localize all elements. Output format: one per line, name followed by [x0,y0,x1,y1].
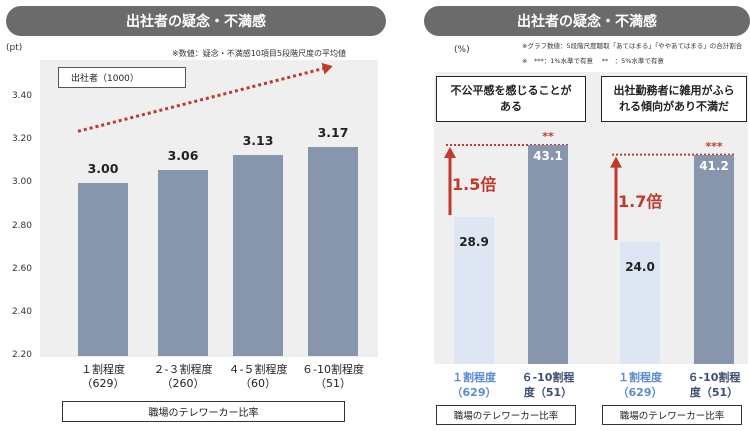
left-trend-arrow [77,62,333,133]
significance-marker: *** [705,139,723,153]
category-label: １割程度 （629） [58,363,148,391]
category-label: ２-３割程度 （260） [138,363,228,391]
left-chart-panel: 出社者の疑念・不満感 (pt) ※数値：疑念・不満感10項目5段階尺度の平均値 … [6,6,386,422]
bar-dark [694,154,734,364]
bar-value-label: 24.0 [625,260,655,275]
left-note: ※数値：疑念・不満感10項目5段階尺度の平均値 [172,49,346,58]
category-line-1: ６-10割程度 [302,363,364,376]
right-chart-header: 出社者の疑念・不満感 [424,6,750,36]
left-unit-label: (pt) [6,43,23,53]
bar-light [620,242,660,364]
bar-light [454,217,494,364]
left-xaxis-label: 職場のテレワーカー比率 [62,401,345,422]
multiplier-label: 1.7倍 [618,192,663,212]
category-line-2: （629） [451,386,497,399]
category-line-2: 度（51） [689,386,739,399]
left-legend: 出社者（1000） [58,67,186,88]
right-comparison-markers [444,144,736,241]
category-line-1: ６-10割程 [521,371,575,384]
bar-value-label: 28.9 [459,235,489,250]
category-line-1: １割程度 [81,363,125,376]
trend-arrow-head [321,62,333,75]
category-line-2: （260） [161,377,205,390]
multiplier-label: 1.5倍 [452,175,497,195]
category-label: １割程度 （629） [600,370,680,400]
y-tick-label: 3.00 [11,177,32,188]
left-chart-header: 出社者の疑念・不満感 [6,6,386,36]
increase-arrow-head [444,147,456,158]
category-line-1: ２-３割程度 [153,363,213,376]
category-label: ６-10割程度（51） [508,370,588,400]
increase-arrow-head [610,156,622,168]
category-line-1: ４-５割程度 [228,363,288,376]
right-unit-label: (%) [454,45,470,55]
category-line-2: （51） [315,377,351,390]
question-unfairness-line1: 不公平感を感じることが [450,84,572,97]
bar-value-label: 3.00 [87,161,119,177]
y-tick-label: 2.40 [11,306,32,317]
category-line-2: （60） [240,377,276,390]
question-box-chores: 出社勤務者に雑用がふら れる傾向があり不満だ [601,76,747,122]
bar [233,155,283,356]
significance-marker: ** [542,130,554,143]
y-tick-label: 2.60 [11,263,32,274]
category-line-2: （629） [617,386,663,399]
y-tick-label: 2.80 [11,220,32,231]
bar-value-label: 3.06 [167,148,199,164]
category-line-1: ６-10割程 [687,371,741,384]
bar-value-label: 3.17 [317,124,349,140]
bar [78,183,128,356]
right-note-2: ※ ***：1%水準で有意 ** ：5%水準で有意 [522,57,664,65]
bar [308,146,358,356]
question-chores-line1: 出社勤務者に雑用がふら [613,84,735,97]
trend-arrow-line [77,67,324,133]
category-label: ６-10割程度（51） [674,370,750,400]
y-tick-label: 2.20 [11,350,32,360]
category-label: ６-10割程度（51） [288,363,378,391]
bar-value-label: 3.13 [242,133,274,149]
bar [158,170,208,356]
category-line-2: 度（51） [523,386,573,399]
right-xaxis-label-2: 職場のテレワーカー比率 [602,405,742,425]
y-tick-label: 3.40 [11,91,32,101]
question-chores-line2: れる傾向があり不満だ [619,100,729,113]
category-line-1: １割程度 [618,371,662,384]
bar-value-label: 43.1 [533,149,563,163]
category-label: ４-５割程度 （60） [213,363,303,391]
right-xaxis-label-1: 職場のテレワーカー比率 [436,405,576,425]
category-line-2: （629） [81,377,125,390]
bar-dark [528,145,568,364]
right-chart-panel: 出社者の疑念・不満感 (%) ※グラフ数値：5段階尺度聴取「あてはまる」「ややあ… [418,0,750,431]
category-label: １割程度 （629） [434,370,514,400]
y-tick-label: 3.20 [11,134,32,145]
question-unfairness-line2: ある [500,100,522,113]
question-box-unfairness: 不公平感を感じることが ある [436,76,586,122]
right-note-1: ※グラフ数値：5段階尺度聴取「あてはまる」「ややあてはまる」の合計割合 [522,42,743,50]
category-line-1: １割程度 [452,371,496,384]
bar-value-label: 41.2 [699,158,729,173]
